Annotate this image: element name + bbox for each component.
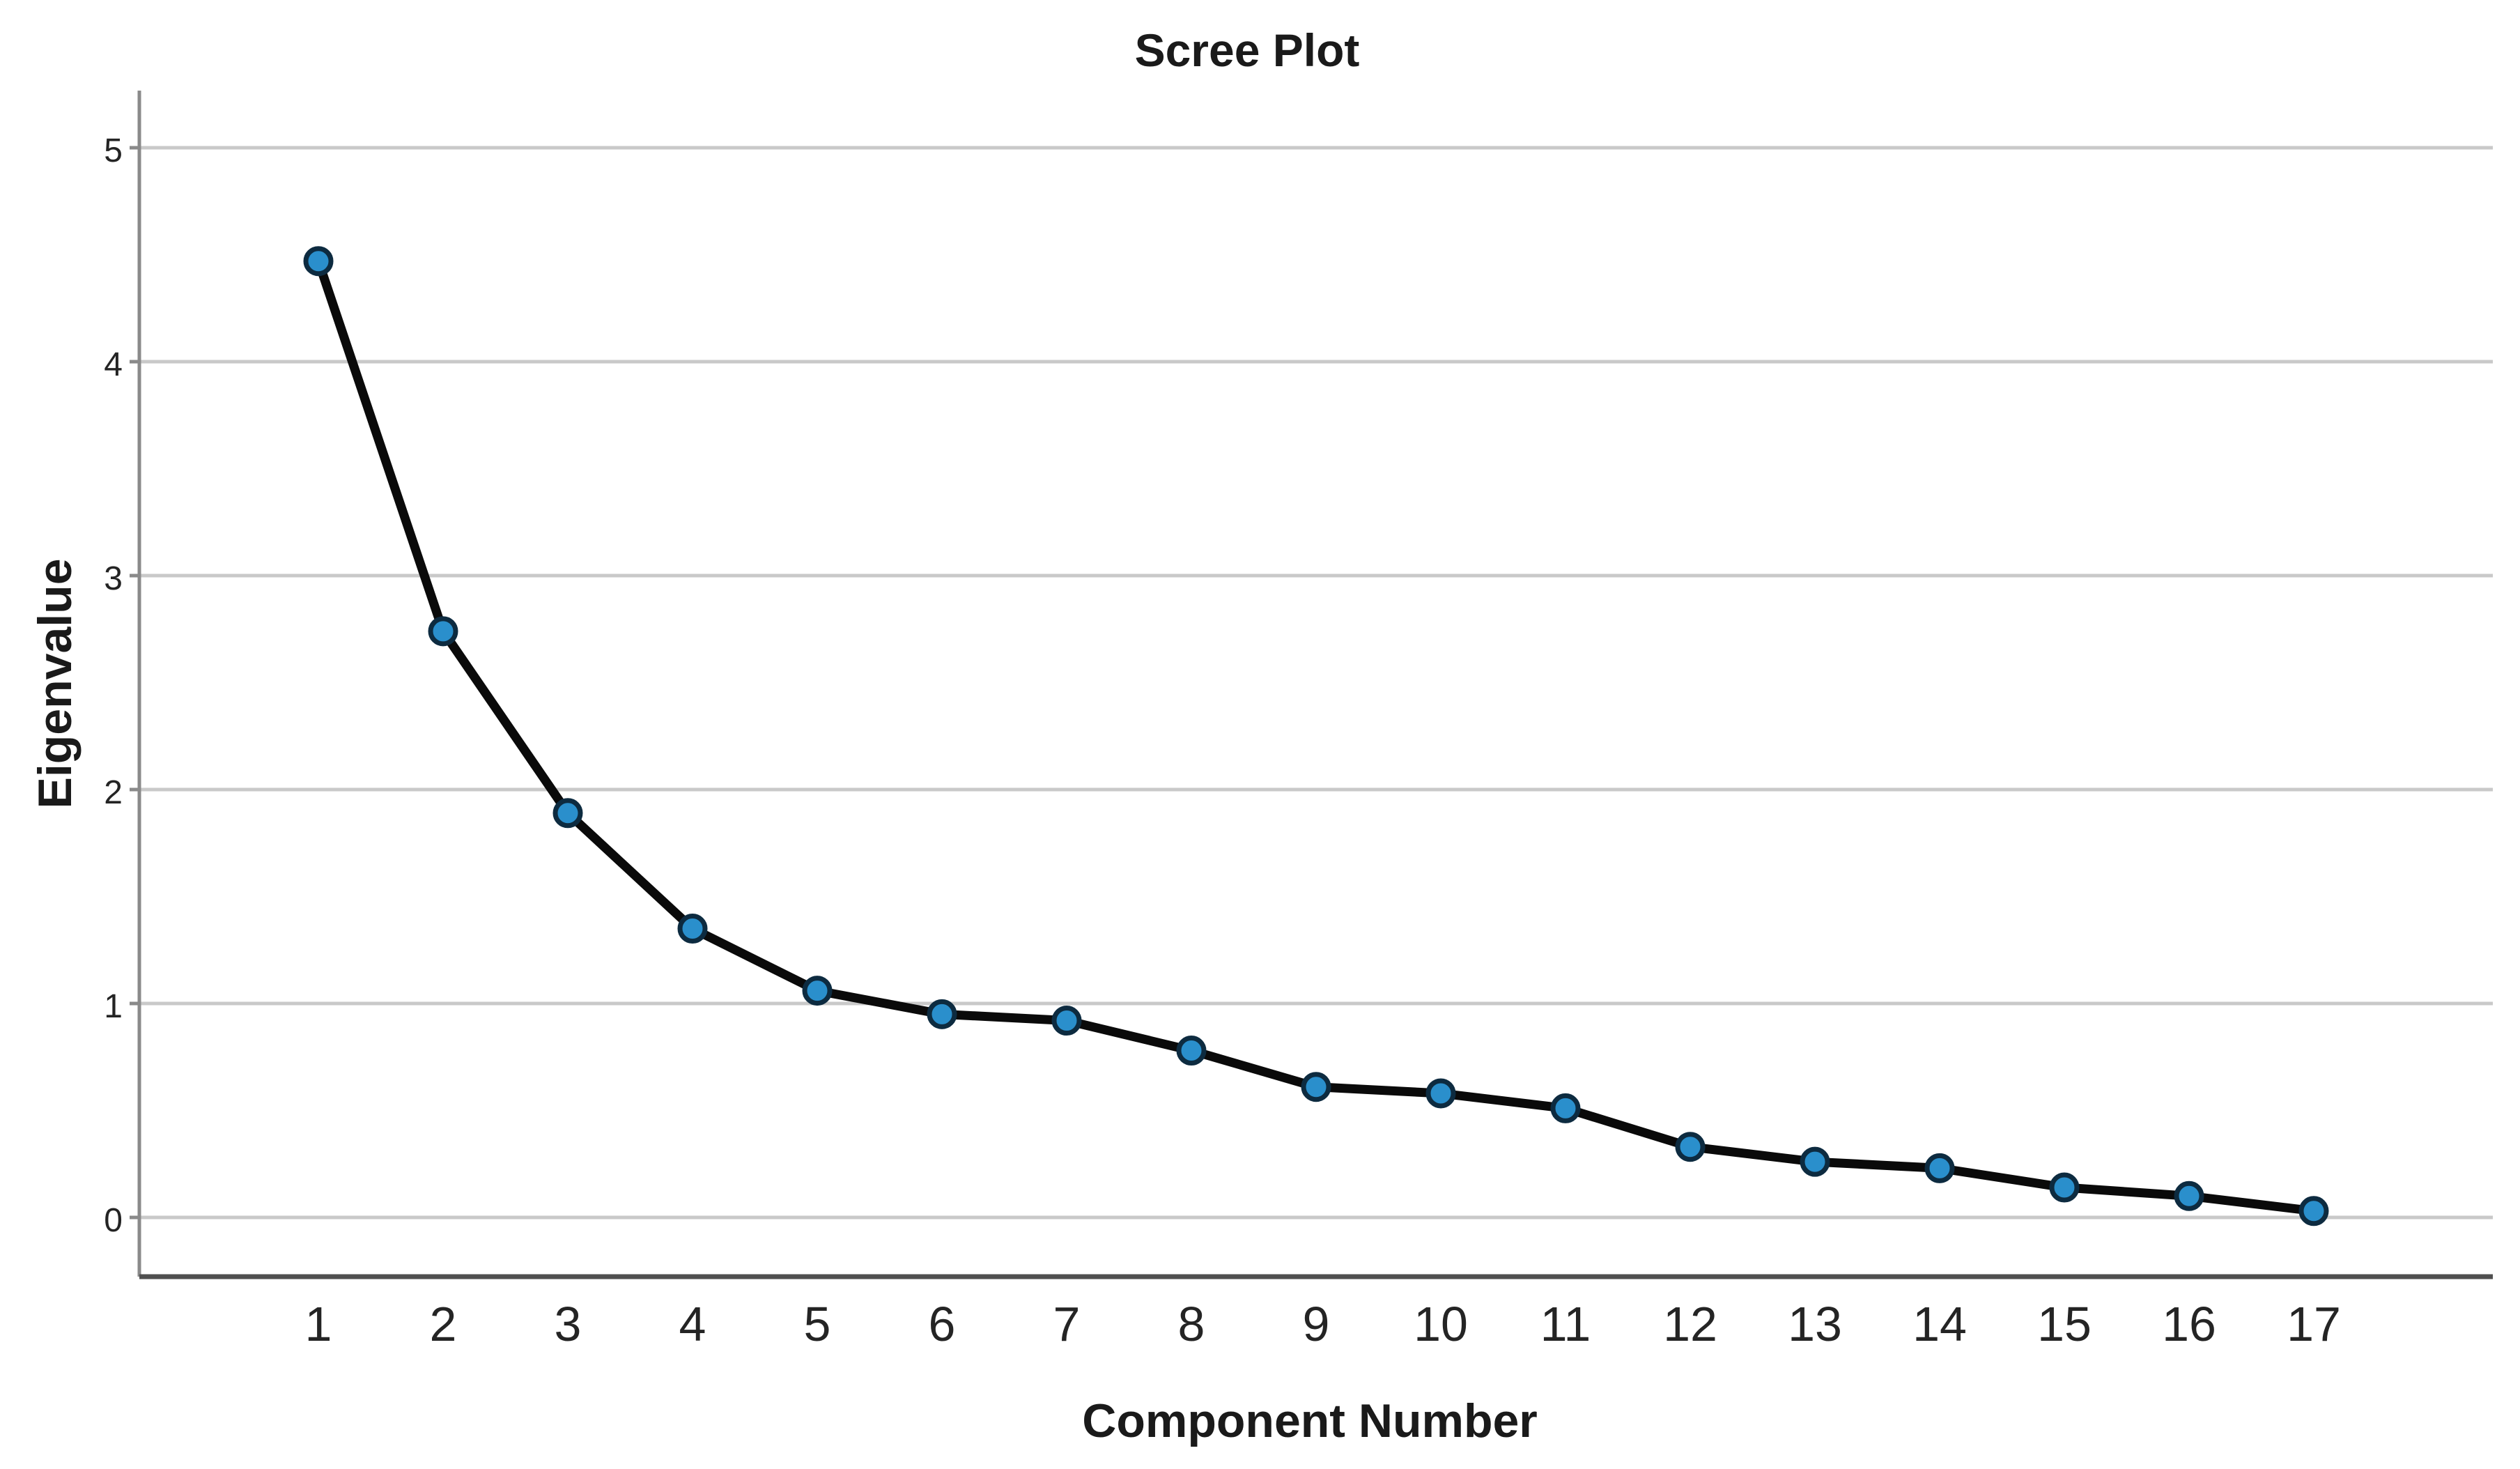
x-tick-label: 4 xyxy=(679,1297,706,1351)
data-point-marker xyxy=(802,976,833,1006)
data-point-marker xyxy=(2174,1180,2204,1211)
x-axis-title: Component Number xyxy=(1082,1394,1538,1447)
scree-line xyxy=(314,256,2319,1216)
y-tick-label: 5 xyxy=(104,132,123,169)
data-point-marker xyxy=(2049,1172,2080,1203)
chart-title: Scree Plot xyxy=(1135,24,1360,76)
y-tick-label: 4 xyxy=(104,346,123,383)
data-point-marker xyxy=(1301,1072,1331,1102)
data-point-marker xyxy=(1550,1093,1581,1123)
data-point-marker xyxy=(2298,1196,2329,1226)
data-point-marker xyxy=(677,914,708,944)
data-point-marker xyxy=(1924,1153,1955,1183)
x-tick-label: 15 xyxy=(2037,1297,2092,1351)
x-tick-label: 17 xyxy=(2287,1297,2341,1351)
y-axis-title: Eigenvalue xyxy=(29,558,82,808)
x-tick-label: 8 xyxy=(1178,1297,1205,1351)
x-tick-label: 6 xyxy=(929,1297,956,1351)
x-tick-label: 7 xyxy=(1053,1297,1081,1351)
x-tick-label: 11 xyxy=(1540,1297,1591,1351)
series-layer xyxy=(303,246,2329,1226)
data-point-marker xyxy=(428,616,458,647)
x-tick-label: 1 xyxy=(305,1297,332,1351)
data-point-marker xyxy=(552,798,583,829)
x-tick-label: 14 xyxy=(1912,1297,1967,1351)
data-point-marker xyxy=(1425,1078,1456,1109)
y-tick-label: 3 xyxy=(104,560,123,597)
y-tick-label: 1 xyxy=(104,988,123,1025)
x-tick-label: 3 xyxy=(555,1297,582,1351)
data-point-marker xyxy=(1675,1132,1706,1162)
x-tick-label: 10 xyxy=(1414,1297,1468,1351)
x-tick-label: 9 xyxy=(1303,1297,1330,1351)
data-point-marker xyxy=(1176,1036,1207,1066)
data-point-marker xyxy=(1051,1006,1082,1036)
y-tick-label: 2 xyxy=(104,774,123,811)
gridlines-layer xyxy=(139,146,2493,1220)
x-tick-label: 12 xyxy=(1663,1297,1717,1351)
x-tick-label: 13 xyxy=(1788,1297,1842,1351)
data-point-marker xyxy=(303,246,334,277)
data-point-marker xyxy=(927,999,957,1029)
x-tick-label: 16 xyxy=(2162,1297,2216,1351)
y-tick-label: 0 xyxy=(104,1202,123,1239)
x-tick-label: 5 xyxy=(804,1297,831,1351)
x-tick-label: 2 xyxy=(430,1297,457,1351)
data-point-marker xyxy=(1800,1146,1830,1177)
